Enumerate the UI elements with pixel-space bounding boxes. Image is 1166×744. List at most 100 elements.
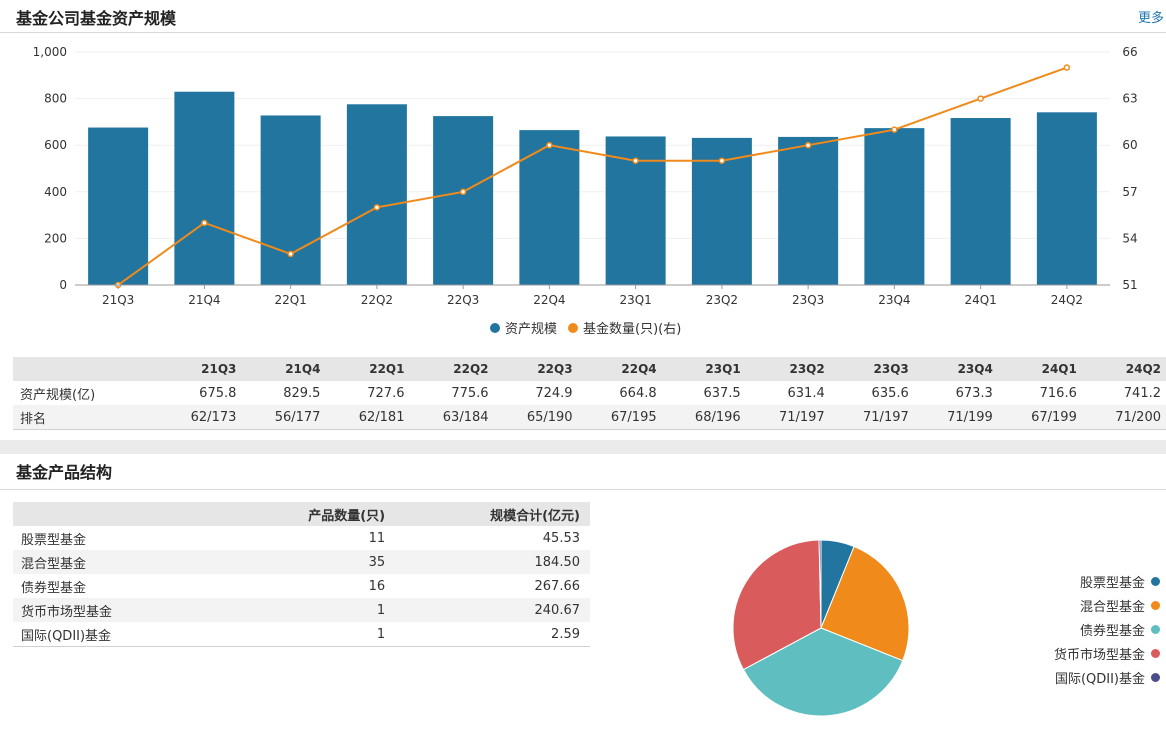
asset-scale-panel: 基金公司基金资产规模 更多 0 200 400 600 800 1,000 51 54 57 60… — [0, 0, 1166, 440]
fund-count-line — [117, 66, 1068, 286]
pie-legend-label: 混合型基金 — [1079, 600, 1145, 615]
quarter-header: 22Q1 — [325, 357, 410, 381]
pie-legend-item[interactable]: 混合型基金 — [1080, 596, 1160, 615]
quarter-header: 22Q3 — [493, 357, 578, 381]
bar[interactable] — [260, 115, 321, 285]
table-cell: 673.3 — [955, 385, 993, 401]
table-cell: 65/190 — [493, 405, 578, 430]
quarter-header: 21Q4 — [241, 357, 326, 381]
table-cell: 184.50 — [395, 550, 590, 574]
table-cell: 631.4 — [787, 385, 825, 401]
line-point[interactable] — [546, 141, 553, 149]
pie-legend-item[interactable]: 债券型基金 — [1080, 620, 1160, 639]
quarter-header: 23Q1 — [661, 357, 746, 381]
pie-legend-item[interactable]: 货币市场型基金 — [1054, 644, 1160, 663]
line-point[interactable] — [891, 126, 898, 133]
table-row: 债券型基金 16 267.66 — [13, 574, 590, 598]
table-cell: 637.5 — [703, 385, 741, 401]
pie-legend-item[interactable]: 国际(QDII)基金 — [1055, 668, 1160, 687]
table-cell: 45.53 — [542, 530, 580, 546]
x-tick-label: 23Q1 — [619, 293, 651, 307]
table-row: 排名 62/173 56/177 62/181 63/184 65/190 67/195 68… — [13, 405, 1166, 430]
y-left-tick: 600 — [44, 138, 67, 152]
quarter-header: 22Q2 — [409, 357, 494, 381]
line-point[interactable] — [977, 95, 984, 102]
y-left-tick: 0 — [59, 278, 67, 292]
asset-scale-title: 基金公司基金资产规模 — [16, 9, 177, 28]
line-point[interactable] — [632, 157, 639, 164]
table-cell: 71/197 — [745, 405, 830, 430]
table-cell: 240.67 — [395, 598, 590, 622]
table-cell: 716.6 — [1039, 385, 1077, 401]
x-tick-label: 24Q2 — [1051, 293, 1083, 307]
divider — [0, 32, 1166, 33]
table-cell: 16 — [368, 578, 386, 594]
x-tick-label: 22Q1 — [274, 293, 306, 307]
line-point[interactable] — [373, 204, 381, 211]
y-right-tick: 57 — [1122, 185, 1137, 199]
line-point[interactable] — [804, 141, 812, 149]
x-tick-label: 21Q3 — [102, 293, 134, 307]
table-cell: 727.6 — [367, 385, 405, 401]
pie-legend-dot — [1151, 601, 1160, 610]
pie-legend-label: 债券型基金 — [1079, 624, 1145, 639]
bar[interactable] — [950, 118, 1011, 286]
x-tick-label: 21Q4 — [188, 293, 220, 307]
table-row: 混合型基金 35 184.50 — [13, 550, 590, 574]
line-point[interactable] — [287, 250, 294, 258]
table-cell: 775.6 — [451, 385, 489, 401]
pie-slice[interactable] — [820, 545, 910, 662]
bar[interactable] — [346, 104, 407, 285]
table-cell: 1 — [225, 598, 396, 622]
line-point[interactable] — [459, 188, 467, 196]
y-right-tick: 51 — [1122, 278, 1137, 292]
divider — [0, 489, 1166, 490]
line-point[interactable] — [201, 219, 208, 227]
pie-slice[interactable] — [742, 627, 904, 717]
pie-legend-item[interactable]: 股票型基金 — [1080, 572, 1160, 591]
row-label: 债券型基金 — [21, 580, 87, 596]
table-row: 货币市场型基金 1 240.67 — [13, 598, 590, 622]
legend-label[interactable]: 资产规模 — [505, 322, 557, 337]
product-structure-title: 基金产品结构 — [16, 463, 113, 482]
pie-slice[interactable] — [818, 539, 822, 629]
table-cell: 2.59 — [395, 622, 590, 647]
table-cell: 829.5 — [283, 385, 321, 401]
line-point[interactable] — [1063, 64, 1071, 71]
table-cell: 71/199 — [913, 405, 998, 430]
x-tick-label: 22Q3 — [447, 293, 479, 307]
row-label: 股票型基金 — [21, 532, 87, 548]
table-cell: 63/184 — [409, 405, 494, 430]
y-left-tick: 1,000 — [33, 45, 67, 59]
bar[interactable] — [519, 130, 580, 285]
row-label: 资产规模(亿) — [20, 387, 96, 403]
bar[interactable] — [778, 136, 839, 285]
legend-label[interactable]: 基金数量(只)(右) — [583, 321, 681, 337]
x-tick-label: 22Q4 — [533, 293, 565, 307]
pie-legend-label: 货币市场型基金 — [1053, 648, 1145, 663]
bar[interactable] — [864, 128, 925, 285]
more-link[interactable]: 更多 — [1137, 11, 1164, 26]
line-point[interactable] — [718, 157, 726, 164]
table-cell: 35 — [225, 550, 396, 574]
bar[interactable] — [88, 127, 149, 285]
pie-slice[interactable] — [732, 539, 822, 671]
table-row: 国际(QDII)基金 1 2.59 — [13, 622, 590, 647]
quarter-header — [13, 357, 158, 381]
table-cell: 67/195 — [577, 405, 662, 430]
x-tick-label: 23Q3 — [792, 293, 824, 307]
x-tick-label: 23Q4 — [878, 293, 910, 307]
table-cell: 1 — [225, 622, 396, 647]
bar[interactable] — [174, 91, 235, 285]
table-cell: 62/181 — [325, 405, 410, 430]
y-right-tick: 63 — [1122, 92, 1137, 106]
bar[interactable] — [1036, 112, 1097, 285]
table-row: 资产规模(亿) 675.8 829.5 727.6 775.6 724.9 664.8 637… — [13, 381, 1166, 405]
table-cell: 68/196 — [661, 405, 746, 430]
table-cell: 675.8 — [199, 385, 237, 401]
y-right-tick: 66 — [1122, 45, 1137, 59]
bar[interactable] — [433, 116, 494, 285]
table-cell: 664.8 — [619, 385, 657, 401]
product-header — [13, 502, 226, 526]
y-left-tick: 200 — [44, 231, 67, 245]
